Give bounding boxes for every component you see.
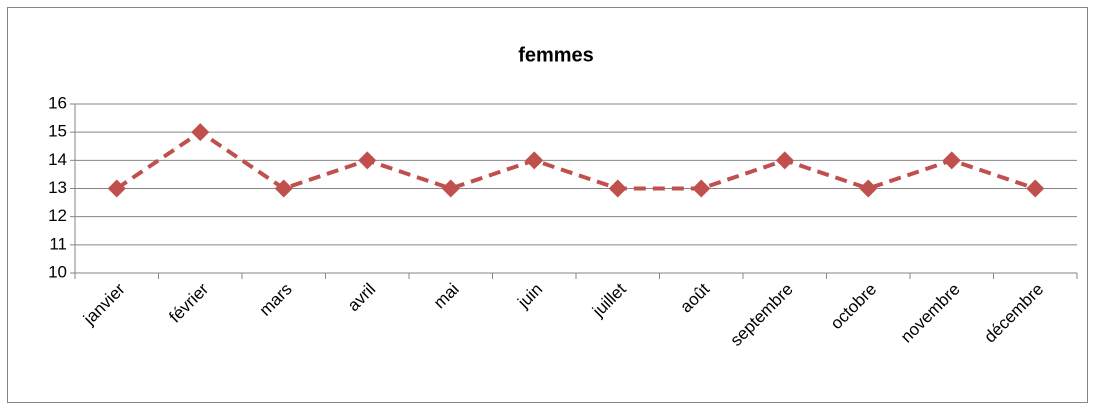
y-tick-label: 15: [48, 122, 67, 141]
chart-frame: [7, 7, 1088, 403]
y-tick-label: 13: [48, 178, 67, 197]
data-line: [115, 129, 1036, 191]
data-marker: [608, 179, 627, 198]
data-marker: [775, 151, 794, 170]
data-marker: [191, 123, 210, 142]
y-tick-label: 14: [48, 150, 67, 169]
data-marker: [107, 179, 126, 198]
data-marker: [859, 179, 878, 198]
data-marker: [942, 151, 961, 170]
data-marker: [274, 179, 293, 198]
data-marker: [441, 179, 460, 198]
y-tick-label: 12: [48, 206, 67, 225]
y-tick-label: 11: [49, 234, 67, 253]
data-marker: [692, 179, 711, 198]
data-marker: [525, 151, 544, 170]
y-tick-label: 16: [48, 93, 67, 112]
chart-title: femmes: [518, 44, 594, 66]
data-marker: [358, 151, 377, 170]
y-tick-label: 10: [48, 262, 67, 281]
data-marker: [1026, 179, 1045, 198]
